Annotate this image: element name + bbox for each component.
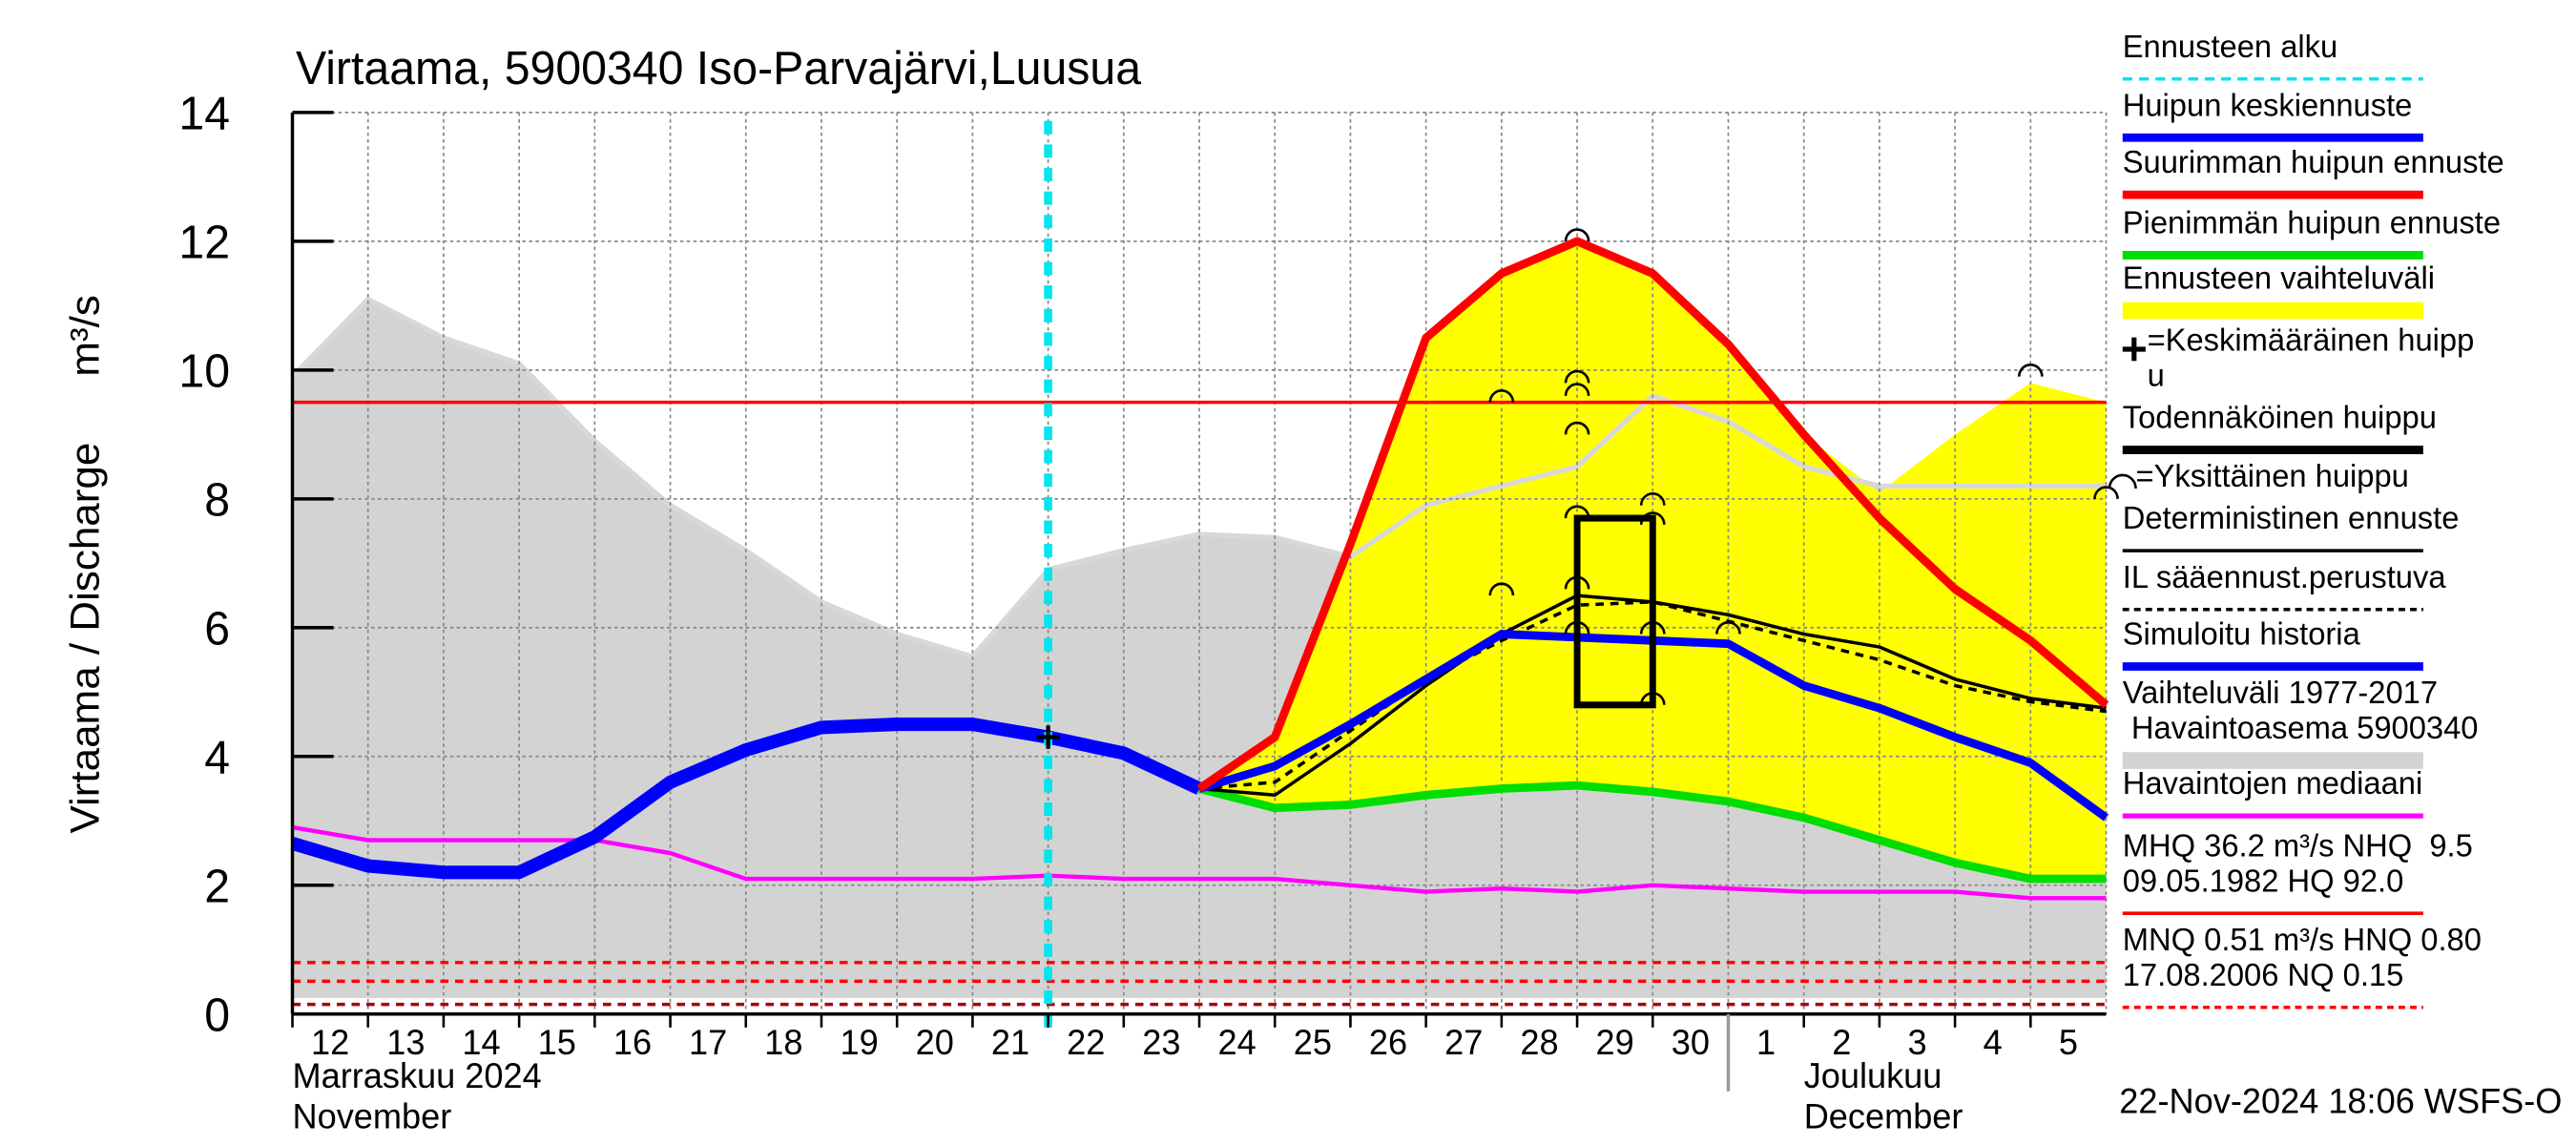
legend-label: Havaintoasema 5900340	[2123, 711, 2479, 746]
x-tick-label: 4	[1984, 1023, 2003, 1062]
legend-label: 17.08.2006 NQ 0.15	[2123, 958, 2404, 993]
month-label: Marraskuu 2024	[293, 1056, 542, 1095]
y-tick-label: 4	[204, 732, 230, 784]
single-peak	[1715, 620, 1741, 635]
x-tick-label: 23	[1142, 1023, 1180, 1062]
legend-marker	[2108, 473, 2137, 489]
single-peak	[1564, 383, 1590, 396]
month-label: Joulukuu	[1804, 1056, 1942, 1095]
legend-label: Ennusteen vaihteluväli	[2123, 260, 2435, 296]
legend-label: Vaihteluväli 1977-2017	[2123, 676, 2438, 711]
legend-label: Huipun keskiennuste	[2123, 88, 2413, 123]
y-tick-label: 8	[204, 474, 230, 527]
single-peak	[1564, 575, 1590, 590]
x-tick-label: 2	[1832, 1023, 1851, 1062]
x-tick-label: 28	[1520, 1023, 1558, 1062]
x-tick-label: 20	[916, 1023, 954, 1062]
y-axis-unit: m³/s	[63, 295, 108, 377]
x-tick-label: 29	[1596, 1023, 1634, 1062]
single-peak	[1564, 228, 1590, 241]
single-peak	[1564, 620, 1590, 635]
x-tick-label: 12	[311, 1023, 349, 1062]
series-line	[1197, 781, 2107, 884]
x-tick-label: 21	[991, 1023, 1029, 1062]
single-peak	[1639, 692, 1666, 705]
single-peak	[1564, 369, 1590, 384]
x-tick-label: 27	[1444, 1023, 1483, 1062]
x-tick-label: 14	[462, 1023, 500, 1062]
legend-label: Simuloitu historia	[2123, 616, 2361, 652]
y-tick-label: 0	[204, 989, 230, 1042]
single-peak	[1639, 491, 1666, 506]
single-peak	[1564, 505, 1590, 519]
legend-label: MHQ 36.2 m³/s NHQ 9.5	[2123, 828, 2473, 864]
y-axis-label: Virtaama / Discharge	[63, 443, 108, 834]
single-peak	[2017, 363, 2044, 377]
footer: 22-Nov-2024 18:06 WSFS-O	[2119, 1081, 2562, 1120]
legend-label: MNQ 0.51 m³/s HNQ 0.80	[2123, 923, 2482, 958]
legend-label: Pienimmän huipun ennuste	[2123, 205, 2501, 240]
legend-label: =Yksittäinen huippu	[2136, 459, 2409, 494]
legend-label: =Keskimääräinen huipp	[2148, 323, 2475, 358]
legend-label: Deterministinen ennuste	[2123, 501, 2460, 536]
x-tick-label: 24	[1218, 1023, 1257, 1062]
legend-label: Todennäköinen huippu	[2123, 400, 2437, 435]
y-tick-label: 6	[204, 603, 230, 656]
x-tick-label: 5	[2059, 1023, 2078, 1062]
x-tick-label: 13	[386, 1023, 425, 1062]
legend-label: u	[2148, 358, 2165, 393]
legend-label: Havaintojen mediaani	[2123, 766, 2423, 802]
x-tick-label: 3	[1907, 1023, 1926, 1062]
y-tick-label: 12	[178, 217, 230, 269]
legend-label: Suurimman huipun ennuste	[2123, 145, 2504, 180]
probable-peak	[1573, 514, 1656, 709]
series-line	[1196, 237, 2109, 793]
month-label: December	[1804, 1096, 1963, 1135]
x-tick-label: 30	[1672, 1023, 1710, 1062]
month-label: November	[293, 1096, 452, 1135]
range-band-edge	[290, 296, 2107, 660]
single-peak	[1564, 421, 1590, 435]
x-tick-label: 1	[1756, 1023, 1776, 1062]
single-peak	[2093, 486, 2119, 499]
series-line	[1198, 600, 2107, 791]
legend-label: IL sääennust.perustuva	[2123, 560, 2446, 595]
x-tick-label: 22	[1067, 1023, 1105, 1062]
single-peak	[1639, 511, 1666, 525]
y-tick-label: 14	[178, 88, 230, 140]
single-peak	[1488, 582, 1515, 596]
x-tick-label: 26	[1369, 1023, 1407, 1062]
mean-peak	[1036, 725, 1060, 749]
x-tick-label: 19	[840, 1023, 878, 1062]
x-tick-label: 25	[1294, 1023, 1332, 1062]
single-peak	[1488, 388, 1515, 403]
x-tick-label: 17	[689, 1023, 727, 1062]
x-tick-label: 15	[538, 1023, 576, 1062]
legend-label: 09.05.1982 HQ 92.0	[2123, 864, 2404, 899]
single-peak	[1639, 620, 1666, 635]
x-tick-label: 16	[613, 1023, 652, 1062]
legend-label: Ennusteen alku	[2123, 30, 2337, 65]
legend-marker	[2122, 337, 2146, 362]
y-tick-label: 10	[178, 345, 230, 398]
chart-title: Virtaama, 5900340 Iso-Parvajärvi,Luusua	[296, 43, 1142, 95]
y-tick-label: 2	[204, 861, 230, 913]
x-tick-label: 18	[764, 1023, 802, 1062]
